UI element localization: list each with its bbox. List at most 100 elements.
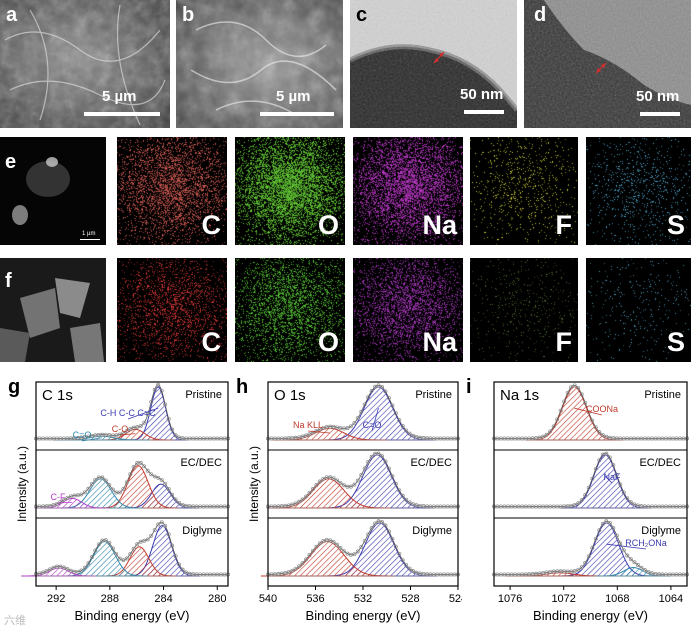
series-label: EC/DEC	[180, 457, 222, 469]
panel-letter-a: a	[6, 4, 18, 26]
data-point	[177, 435, 182, 440]
scale-bar-d	[640, 112, 680, 116]
eds-map-e-f: F	[470, 137, 578, 245]
data-point	[604, 519, 609, 524]
envelope-line	[35, 521, 228, 575]
data-point	[331, 540, 336, 544]
data-point	[128, 552, 133, 557]
eds-map-f-c: C	[117, 258, 227, 362]
data-point	[145, 537, 150, 542]
xps-panel-g: g Pristine C-H C-C C=C C-O C=O EC/DEC C-F Digl…	[0, 372, 232, 632]
data-point	[390, 474, 395, 479]
data-point	[544, 432, 549, 437]
sem-panel-e: e 1 µm	[0, 137, 106, 245]
data-point	[348, 424, 353, 429]
data-point	[621, 490, 626, 495]
data-point	[383, 523, 388, 528]
data-point	[397, 418, 402, 423]
data-point	[355, 478, 360, 483]
data-point	[170, 427, 175, 432]
data-point	[331, 424, 336, 429]
panel-letter-g: g	[8, 376, 21, 398]
data-point	[586, 554, 591, 559]
data-point	[362, 466, 367, 471]
data-point	[166, 417, 171, 421]
data-point	[180, 502, 185, 507]
data-point	[124, 480, 129, 485]
data-point	[625, 496, 630, 501]
data-point	[576, 501, 581, 506]
data-point	[124, 429, 129, 433]
data-point	[82, 490, 87, 495]
eds-element-label: F	[555, 327, 573, 357]
data-point	[173, 554, 178, 559]
data-point	[61, 565, 66, 570]
data-point	[593, 466, 598, 471]
chart-title: Na 1s	[500, 387, 539, 404]
sem-image-e	[12, 157, 70, 225]
data-point	[572, 502, 577, 507]
envelope-line	[494, 384, 687, 439]
data-point	[614, 472, 619, 477]
x-axis-label: Binding energy (eV)	[533, 608, 648, 623]
data-point	[597, 528, 602, 533]
tem-panel-d: d 50 nm	[524, 0, 691, 128]
data-point	[369, 388, 374, 393]
data-point	[128, 472, 133, 477]
data-point	[611, 526, 616, 531]
data-point	[404, 563, 409, 568]
eds-map-f-o: O	[235, 258, 345, 362]
panel-letter-i: i	[466, 376, 472, 398]
data-point	[279, 571, 284, 576]
data-point	[142, 538, 147, 543]
panel-letter-d: d	[534, 4, 547, 26]
data-point	[152, 387, 157, 392]
data-point	[565, 391, 570, 395]
data-point	[48, 503, 52, 508]
envelope-line	[268, 452, 458, 507]
data-point	[338, 480, 343, 485]
x-tick-label: 532	[354, 593, 372, 605]
eds-map-canvas	[470, 258, 578, 362]
data-point	[380, 454, 384, 459]
data-point	[579, 392, 584, 397]
data-point	[135, 425, 140, 429]
data-point	[548, 429, 553, 434]
data-point	[607, 455, 612, 460]
peak-label-arrow	[119, 433, 136, 436]
data-point	[551, 424, 556, 429]
data-point	[342, 549, 346, 554]
data-point	[407, 431, 412, 436]
peak-label: C-F	[51, 492, 66, 502]
data-point	[321, 476, 326, 481]
data-point	[163, 481, 168, 486]
data-point	[149, 399, 154, 404]
series-label: Diglyme	[182, 525, 222, 537]
series-label: Pristine	[185, 389, 222, 401]
data-point	[328, 475, 333, 480]
data-point	[310, 430, 315, 435]
x-tick-label: 1076	[498, 593, 522, 605]
data-point	[614, 533, 619, 538]
data-point	[541, 434, 546, 439]
series-label: Diglyme	[412, 525, 452, 537]
series-label: Pristine	[415, 389, 452, 401]
data-point	[51, 565, 56, 570]
data-point	[304, 433, 308, 438]
eds-map-canvas	[235, 258, 345, 362]
data-point	[362, 402, 367, 407]
scale-bar-e	[80, 239, 100, 240]
data-point	[159, 477, 164, 482]
data-point	[369, 454, 374, 459]
data-point	[93, 477, 98, 482]
data-point	[110, 487, 115, 492]
data-point	[152, 528, 157, 533]
chart-title: O 1s	[274, 387, 306, 404]
data-point	[173, 497, 178, 502]
data-point	[555, 417, 560, 422]
data-point	[618, 541, 623, 546]
data-point	[366, 395, 371, 400]
data-point	[96, 542, 101, 547]
data-point	[604, 434, 609, 439]
data-point	[89, 555, 94, 560]
